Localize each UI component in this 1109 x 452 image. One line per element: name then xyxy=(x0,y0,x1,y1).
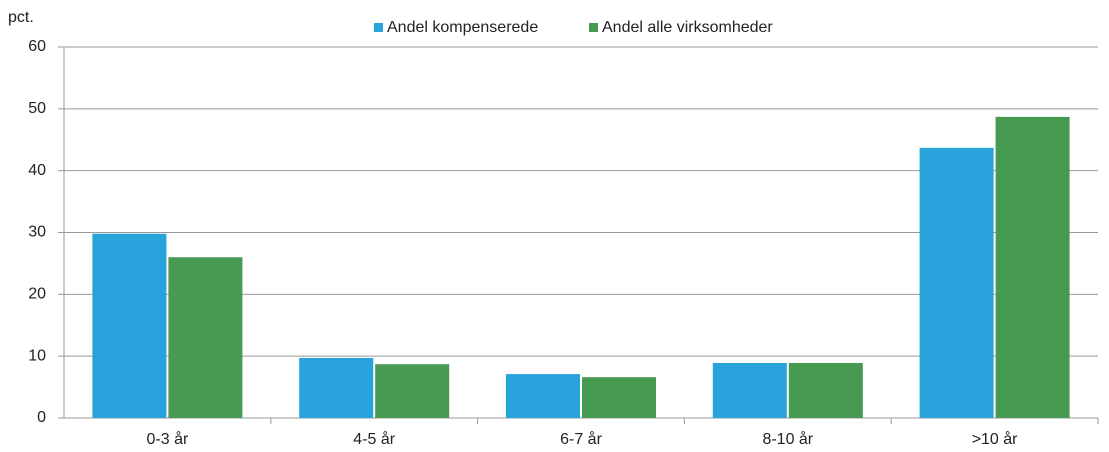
bar xyxy=(92,233,167,418)
y-tick-label: 20 xyxy=(28,286,46,303)
bar xyxy=(919,147,994,418)
legend-label: Andel alle virksomheder xyxy=(602,19,773,36)
y-tick-label: 60 xyxy=(28,38,46,55)
x-tick-label: 0-3 år xyxy=(147,430,189,448)
y-tick-label: 50 xyxy=(28,100,46,117)
bar xyxy=(168,257,243,418)
y-tick-label: 40 xyxy=(28,162,46,179)
bar xyxy=(375,364,450,418)
x-tick-label: 8-10 år xyxy=(762,430,813,448)
legend-label: Andel kompenserede xyxy=(387,19,538,36)
bar xyxy=(995,116,1070,418)
bar xyxy=(712,362,787,418)
x-tick-label: 4-5 år xyxy=(353,430,395,448)
y-tick-label: 30 xyxy=(28,224,46,241)
bar xyxy=(299,358,374,418)
x-tick-label: >10 år xyxy=(972,430,1018,448)
y-tick-label: 10 xyxy=(28,347,46,364)
x-tick-label: 6-7 år xyxy=(560,430,602,448)
y-axis-label: pct. xyxy=(8,9,34,26)
legend-swatch xyxy=(374,23,383,32)
legend-swatch xyxy=(589,23,598,32)
y-tick-label: 0 xyxy=(37,409,46,426)
bar xyxy=(582,377,656,418)
bar xyxy=(506,374,580,418)
bar xyxy=(788,362,863,418)
